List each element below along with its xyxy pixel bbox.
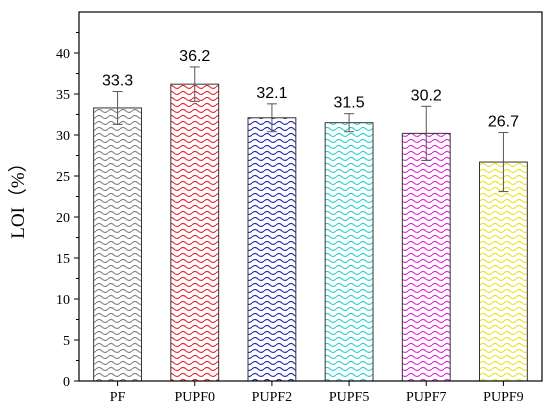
data-label-pupf2: 32.1 [256,85,287,102]
error-bars-layer [112,66,509,193]
y-tick-label-40: 40 [56,47,70,62]
x-axis: PF PUPF0 PUPF2 PUPF5 PUPF7 PUPF9 [110,381,524,405]
x-tick-label-pupf0: PUPF0 [175,390,215,405]
bar-fill-pupf0 [170,83,220,382]
y-tick-label-10: 10 [56,293,70,308]
x-tick-label-pupf7: PUPF7 [406,390,446,405]
y-tick-label-5: 5 [63,334,70,349]
y-tick-label-30: 30 [56,129,70,144]
y-tick-label-20: 20 [56,211,70,226]
bar-fill-pupf9 [478,161,528,382]
data-label-pupf0: 36.2 [179,48,210,65]
bar-fill-pf [93,107,143,382]
x-tick-label-pupf2: PUPF2 [252,390,292,405]
y-axis-label: LOI（%） [7,153,29,238]
y-axis: 0 5 10 15 20 25 30 35 40 [56,32,79,390]
x-tick-label-pupf5: PUPF5 [329,390,369,405]
bars-layer [93,83,528,382]
y-tick-label-15: 15 [56,252,70,267]
data-label-pupf7: 30.2 [411,87,442,104]
error-bar-pupf2 [266,103,277,133]
y-tick-label-0: 0 [63,375,70,390]
data-label-pf: 33.3 [102,73,133,90]
data-labels-layer: 33.3 36.2 32.1 31.5 30.2 26.7 [102,48,519,131]
error-bar-pupf0 [189,66,200,102]
data-label-pupf5: 31.5 [334,95,365,112]
y-tick-label-35: 35 [56,88,70,103]
error-bar-pupf5 [344,113,355,133]
x-tick-label-pupf9: PUPF9 [483,390,523,405]
bar-fill-pupf7 [401,132,451,382]
error-bar-pupf9 [498,132,509,193]
data-label-pupf9: 26.7 [488,114,519,131]
plot-frame [78,11,543,382]
error-bar-pf [112,91,123,125]
y-tick-label-25: 25 [56,170,70,185]
error-bar-pupf7 [421,105,432,161]
bar-fill-pupf5 [324,122,374,382]
x-tick-label-pf: PF [110,390,126,405]
bar-fill-pupf2 [247,117,297,382]
